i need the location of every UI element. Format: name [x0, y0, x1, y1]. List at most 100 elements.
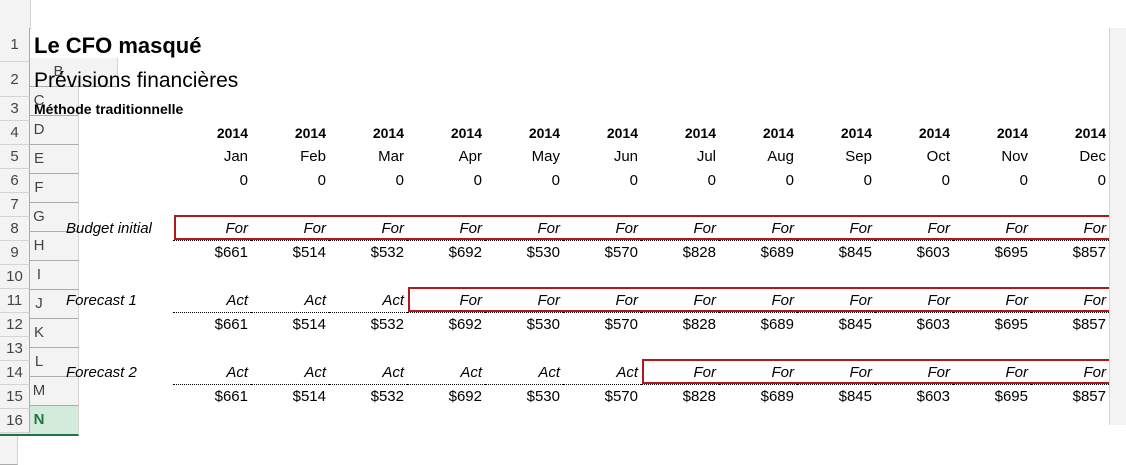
zero: 0 [1097, 172, 1106, 189]
value: $845 [838, 388, 872, 405]
type: For [953, 289, 1031, 313]
type: For [407, 289, 485, 313]
block-label: Budget initial [66, 220, 152, 237]
year: 2014 [684, 125, 716, 141]
value: $530 [526, 244, 560, 261]
type: For [641, 289, 719, 313]
row-header[interactable]: 9 [0, 241, 30, 265]
row-header[interactable]: 6 [0, 169, 30, 193]
value: $695 [994, 388, 1028, 405]
forecast-box [408, 287, 1111, 312]
value: $530 [526, 388, 560, 405]
type: For [1031, 361, 1109, 385]
value: $845 [838, 244, 872, 261]
row-header[interactable]: 4 [0, 121, 30, 145]
row-header[interactable]: 14 [0, 361, 30, 385]
type: For [1031, 289, 1109, 313]
month: Feb [300, 148, 326, 165]
type: Act [173, 289, 251, 313]
row-header[interactable]: 8 [0, 217, 30, 241]
value: $532 [370, 316, 404, 333]
block-label: Forecast 1 [66, 292, 137, 309]
value: $692 [448, 244, 482, 261]
type: For [797, 361, 875, 385]
value: $689 [760, 388, 794, 405]
year: 2014 [840, 125, 872, 141]
type: Act [251, 361, 329, 385]
value: $570 [604, 316, 638, 333]
year: 2014 [762, 125, 794, 141]
zero: 0 [395, 172, 404, 189]
row-header[interactable]: 5 [0, 145, 30, 169]
title: Le CFO masqué [34, 33, 202, 58]
value: $828 [682, 316, 716, 333]
row-header[interactable]: 11 [0, 289, 30, 313]
type: For [875, 289, 953, 313]
month: Aug [767, 148, 794, 165]
value: $661 [214, 388, 248, 405]
row-header[interactable]: 12 [0, 313, 30, 337]
type: For [1031, 217, 1109, 241]
zero: 0 [707, 172, 716, 189]
type: Act [173, 361, 251, 385]
type: For [329, 217, 407, 241]
forecast-box [174, 215, 1111, 240]
row-header[interactable]: 2 [0, 62, 30, 97]
type: For [641, 361, 719, 385]
type: Act [563, 361, 641, 385]
type: For [563, 217, 641, 241]
value: $603 [916, 316, 950, 333]
subtitle: Prévisions financières [34, 69, 239, 92]
year: 2014 [372, 125, 404, 141]
type: Act [407, 361, 485, 385]
value: $661 [214, 244, 248, 261]
row-header[interactable]: 10 [0, 265, 30, 289]
year: 2014 [1074, 125, 1106, 141]
zero: 0 [239, 172, 248, 189]
value: $570 [604, 388, 638, 405]
year: 2014 [996, 125, 1028, 141]
type: For [719, 289, 797, 313]
month: Dec [1079, 148, 1106, 165]
type: Act [485, 361, 563, 385]
type: For [485, 289, 563, 313]
month: Apr [458, 148, 482, 165]
row-header[interactable]: 15 [0, 385, 30, 409]
value: $689 [760, 244, 794, 261]
month: Jun [613, 148, 638, 165]
value: $692 [448, 316, 482, 333]
row-header[interactable]: 13 [0, 337, 30, 361]
value: $695 [994, 316, 1028, 333]
type: For [563, 289, 641, 313]
value: $828 [682, 388, 716, 405]
type: Act [329, 361, 407, 385]
type: For [719, 361, 797, 385]
zero: 0 [629, 172, 638, 189]
zero: 0 [941, 172, 950, 189]
row-header[interactable]: 7 [0, 193, 30, 217]
zero: 0 [1019, 172, 1028, 189]
type: Act [251, 289, 329, 313]
row-header[interactable]: 16 [0, 409, 30, 433]
type: For [485, 217, 563, 241]
zero: 0 [473, 172, 482, 189]
value: $828 [682, 244, 716, 261]
row-header[interactable]: 3 [0, 97, 30, 121]
row-header[interactable]: 1 [0, 28, 30, 62]
value: $857 [1072, 388, 1106, 405]
scrollbar [1109, 28, 1126, 425]
month: Jan [223, 148, 248, 165]
value: $514 [292, 388, 326, 405]
value: $532 [370, 388, 404, 405]
zero: 0 [551, 172, 560, 189]
zero: 0 [317, 172, 326, 189]
block-label: Forecast 2 [66, 364, 137, 381]
value: $857 [1072, 316, 1106, 333]
value: $692 [448, 388, 482, 405]
type: For [875, 217, 953, 241]
year: 2014 [606, 125, 638, 141]
value: $695 [994, 244, 1028, 261]
type: For [797, 217, 875, 241]
zero: 0 [863, 172, 872, 189]
